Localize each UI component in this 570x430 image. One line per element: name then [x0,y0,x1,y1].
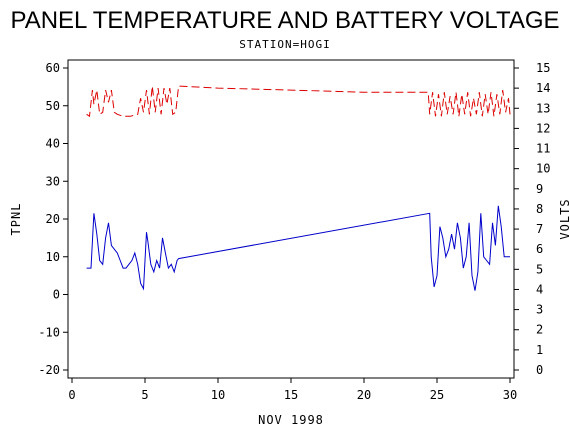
right-y-tick-label: 14 [536,81,550,95]
x-tick-label: 20 [357,388,371,402]
panel-temperature-line [86,205,510,291]
left-y-tick-label: -10 [38,325,60,339]
right-y-axis-label: VOLTS [558,198,570,239]
left-y-tick-label: 0 [53,288,60,302]
right-y-tick-label: 6 [536,242,543,256]
plot-frame [67,59,515,379]
left-y-tick-label: 30 [46,174,60,188]
right-y-tick-label: 1 [536,343,543,357]
right-y-tick-label: 4 [536,282,543,296]
left-y-tick-label: 10 [46,250,60,264]
left-y-axis-label: TPNL [9,203,23,236]
chart-title: PANEL TEMPERATURE AND BATTERY VOLTAGE [10,7,559,34]
x-tick-label: 25 [430,388,444,402]
right-y-tick-label: 0 [536,363,543,377]
battery-voltage-line [86,85,511,118]
right-y-tick-label: 15 [536,61,550,75]
x-axis: 0 5 10 15 20 25 30 [68,378,517,402]
right-y-tick-label: 2 [536,323,543,337]
series-layer [86,85,511,291]
right-y-tick-label: 11 [536,142,550,156]
left-y-tick-label: 20 [46,212,60,226]
chart-subtitle: STATION=HOGI [239,38,330,51]
left-y-tick-label: -20 [38,363,60,377]
x-tick-label: 5 [141,388,148,402]
left-y-tick-label: 40 [46,137,60,151]
right-y-tick-label: 9 [536,182,543,196]
x-axis-label: NOV 1998 [258,413,324,427]
right-y-tick-label: 13 [536,101,550,115]
right-y-tick-label: 3 [536,303,543,317]
right-y-tick-label: 12 [536,121,550,135]
left-y-axis: -20 -10 0 10 20 30 40 50 60 [38,61,68,377]
x-tick-label: 10 [211,388,225,402]
right-y-tick-label: 10 [536,162,550,176]
left-y-tick-label: 60 [46,61,60,75]
right-y-tick-label: 7 [536,222,543,236]
right-y-tick-label: 5 [536,262,543,276]
x-tick-label: 15 [284,388,298,402]
x-tick-label: 30 [503,388,517,402]
x-tick-label: 0 [68,388,75,402]
left-y-tick-label: 50 [46,99,60,113]
right-y-tick-label: 8 [536,202,543,216]
